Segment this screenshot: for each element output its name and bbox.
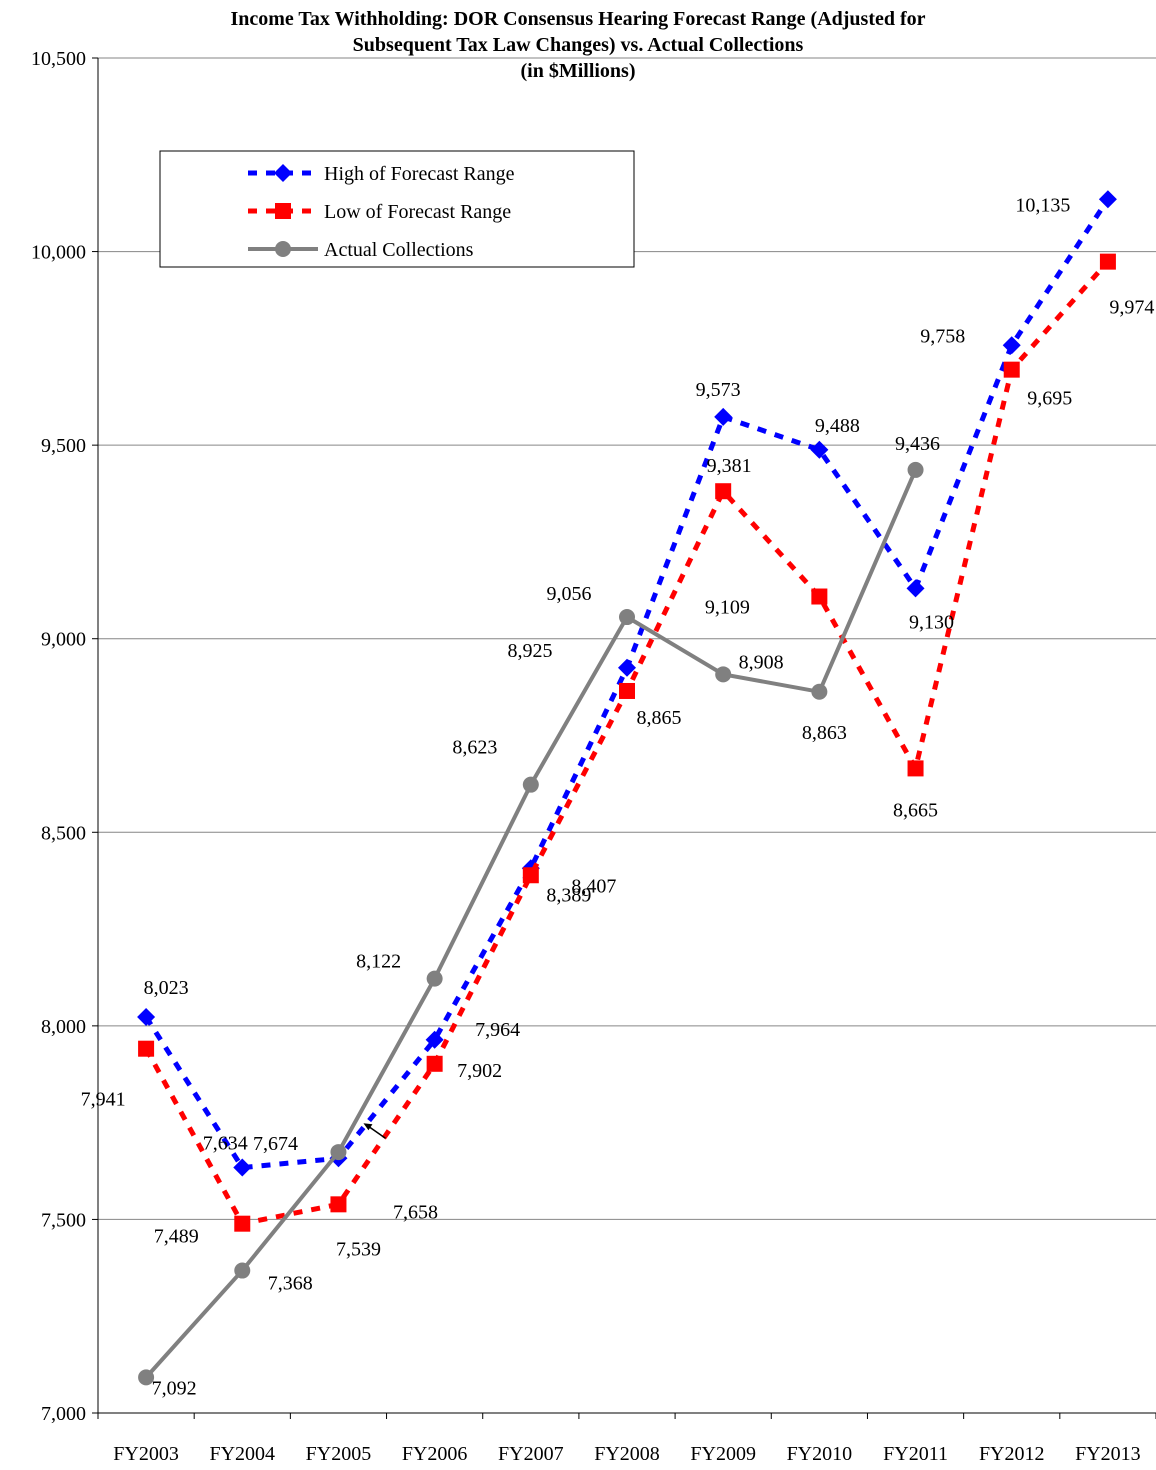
data-label-high-of-forecast-range: 8,407 xyxy=(571,875,616,897)
x-tick-label-fy2012: FY2012 xyxy=(979,1443,1045,1465)
data-point-high-of-forecast-range xyxy=(618,658,636,677)
series-line-low-of-forecast-range xyxy=(143,259,1110,1227)
data-point-low-of-forecast-range xyxy=(907,760,924,777)
data-label-high-of-forecast-range: 9,130 xyxy=(909,611,954,633)
chart-title-line-2: Subsequent Tax Law Changes) vs. Actual C… xyxy=(352,34,804,56)
data-point-actual-collections xyxy=(330,1144,347,1161)
data-point-actual-collections xyxy=(811,683,828,700)
data-label-actual-collections: 8,908 xyxy=(739,651,784,673)
chart-title: Income Tax Withholding: DOR Consensus He… xyxy=(0,6,1156,84)
data-point-high-of-forecast-range xyxy=(810,440,829,459)
data-label-actual-collections: 7,092 xyxy=(152,1377,197,1399)
data-point-high-of-forecast-range xyxy=(233,1158,252,1177)
data-label-high-of-forecast-range: 8,925 xyxy=(508,640,553,662)
axes: 7,000 7,500 8,000 8,500 9,000 9,500 10,000 10,5… xyxy=(31,48,1156,1465)
data-point-high-of-forecast-range xyxy=(906,579,925,598)
data-point-actual-collections xyxy=(426,970,443,987)
series-line-actual-collections xyxy=(144,469,918,1379)
data-point-low-of-forecast-range xyxy=(1099,253,1116,270)
data-label-high-of-forecast-range: 7,964 xyxy=(475,1019,520,1041)
data-point-high-of-forecast-range xyxy=(1098,190,1117,209)
legend-marker-low-of-forecast-range xyxy=(275,203,291,219)
legend: High of Forecast Range Low of Forecast Ra… xyxy=(159,150,635,268)
x-tick-label-fy2008: FY2008 xyxy=(594,1443,660,1465)
y-tick-label: 10,500 xyxy=(31,48,86,70)
data-label-high-of-forecast-range: 10,135 xyxy=(1015,194,1070,216)
data-label-actual-collections: 9,436 xyxy=(895,433,940,455)
series-layer xyxy=(137,190,1117,1386)
x-tick-label-fy2013: FY2013 xyxy=(1075,1443,1141,1465)
data-label-low-of-forecast-range: 7,902 xyxy=(457,1060,502,1082)
y-tick-label: 9,000 xyxy=(41,629,86,651)
data-label-low-of-forecast-range: 8,865 xyxy=(637,707,682,729)
data-point-actual-collections xyxy=(619,609,635,626)
x-tick-label-fy2005: FY2005 xyxy=(306,1443,372,1465)
data-label-actual-collections: 8,863 xyxy=(802,722,847,744)
data-labels: 8,023 7,634 7,658 7,964 8,407 8,925 9,573 9,488… xyxy=(81,194,1155,1399)
data-label-low-of-forecast-range: 8,665 xyxy=(893,799,938,821)
x-tick-label-fy2010: FY2010 xyxy=(787,1443,853,1465)
data-point-low-of-forecast-range xyxy=(234,1215,251,1232)
data-label-low-of-forecast-range: 7,539 xyxy=(336,1238,381,1260)
legend-label-actual-collections: Actual Collections xyxy=(324,239,474,261)
data-point-actual-collections xyxy=(715,666,732,683)
x-tick-label-fy2006: FY2006 xyxy=(402,1443,468,1465)
data-label-low-of-forecast-range: 7,489 xyxy=(154,1226,199,1248)
legend-marker-high-of-forecast-range xyxy=(274,164,292,182)
data-label-actual-collections: 8,623 xyxy=(452,737,497,759)
data-label-actual-collections: 9,056 xyxy=(547,583,592,605)
data-label-low-of-forecast-range: 9,974 xyxy=(1109,297,1154,319)
data-label-high-of-forecast-range: 9,573 xyxy=(696,379,741,401)
data-point-low-of-forecast-range xyxy=(426,1055,443,1072)
y-tick-label: 9,500 xyxy=(41,435,86,457)
data-label-high-of-forecast-range: 8,023 xyxy=(144,977,189,999)
y-tick-label: 7,500 xyxy=(41,1209,86,1231)
data-point-low-of-forecast-range xyxy=(715,483,732,500)
data-label-low-of-forecast-range: 8,389 xyxy=(546,884,591,906)
data-point-high-of-forecast-range xyxy=(1002,336,1021,355)
data-point-low-of-forecast-range xyxy=(1003,361,1020,378)
data-point-low-of-forecast-range xyxy=(811,588,828,605)
data-label-actual-collections: 7,368 xyxy=(268,1273,313,1295)
y-tick-label: 10,000 xyxy=(31,242,86,264)
x-tick-label-fy2003: FY2003 xyxy=(113,1443,179,1465)
data-label-high-of-forecast-range: 9,758 xyxy=(920,325,965,347)
legend-label-high-of-forecast-range: High of Forecast Range xyxy=(324,163,515,185)
x-tick-label-fy2004: FY2004 xyxy=(209,1443,275,1465)
data-label-low-of-forecast-range: 9,695 xyxy=(1027,388,1072,410)
data-label-low-of-forecast-range: 9,381 xyxy=(707,455,752,477)
y-tick-label: 8,500 xyxy=(41,822,86,844)
data-point-low-of-forecast-range xyxy=(330,1196,347,1213)
data-label-actual-collections: 7,674 xyxy=(253,1133,298,1155)
annotation-arrow-head xyxy=(363,1123,373,1131)
data-point-low-of-forecast-range xyxy=(138,1040,155,1057)
data-label-low-of-forecast-range: 9,109 xyxy=(705,597,750,619)
chart-title-line-3: (in $Millions) xyxy=(520,60,636,82)
y-tick-label: 8,000 xyxy=(41,1016,86,1038)
data-label-high-of-forecast-range: 7,658 xyxy=(393,1201,438,1223)
data-point-actual-collections xyxy=(907,461,924,478)
legend-label-low-of-forecast-range: Low of Forecast Range xyxy=(324,201,511,223)
data-point-high-of-forecast-range xyxy=(425,1030,444,1049)
data-label-low-of-forecast-range: 7,941 xyxy=(81,1089,126,1111)
data-label-high-of-forecast-range: 9,488 xyxy=(815,415,860,437)
data-point-actual-collections xyxy=(234,1262,251,1279)
data-label-actual-collections: 8,122 xyxy=(356,951,401,973)
data-point-actual-collections xyxy=(522,776,539,793)
data-point-high-of-forecast-range xyxy=(137,1007,156,1026)
x-tick-label-fy2009: FY2009 xyxy=(690,1443,756,1465)
legend-box xyxy=(159,150,635,268)
x-tick-label-fy2011: FY2011 xyxy=(883,1443,948,1465)
data-point-actual-collections xyxy=(138,1369,155,1386)
legend-marker-actual-collections xyxy=(275,241,291,257)
data-point-low-of-forecast-range xyxy=(619,682,635,699)
data-point-low-of-forecast-range xyxy=(522,867,539,884)
y-tick-label: 7,000 xyxy=(41,1403,86,1425)
x-tick-label-fy2007: FY2007 xyxy=(498,1443,564,1465)
data-label-high-of-forecast-range: 7,634 xyxy=(203,1133,248,1155)
chart-title-line-1: Income Tax Withholding: DOR Consensus He… xyxy=(230,8,926,30)
data-point-high-of-forecast-range xyxy=(714,407,733,426)
